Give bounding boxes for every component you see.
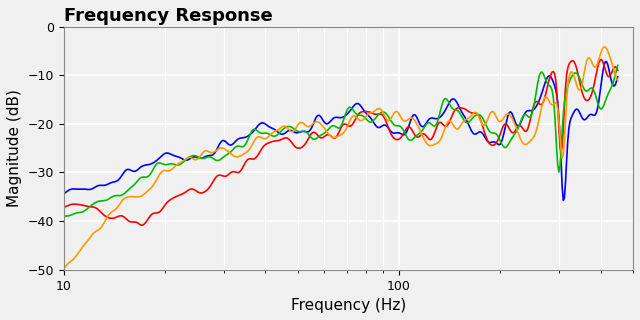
X-axis label: Frequency (Hz): Frequency (Hz) xyxy=(291,298,406,313)
Y-axis label: Magnitude (dB): Magnitude (dB) xyxy=(7,89,22,207)
Text: Frequency Response: Frequency Response xyxy=(64,7,273,25)
